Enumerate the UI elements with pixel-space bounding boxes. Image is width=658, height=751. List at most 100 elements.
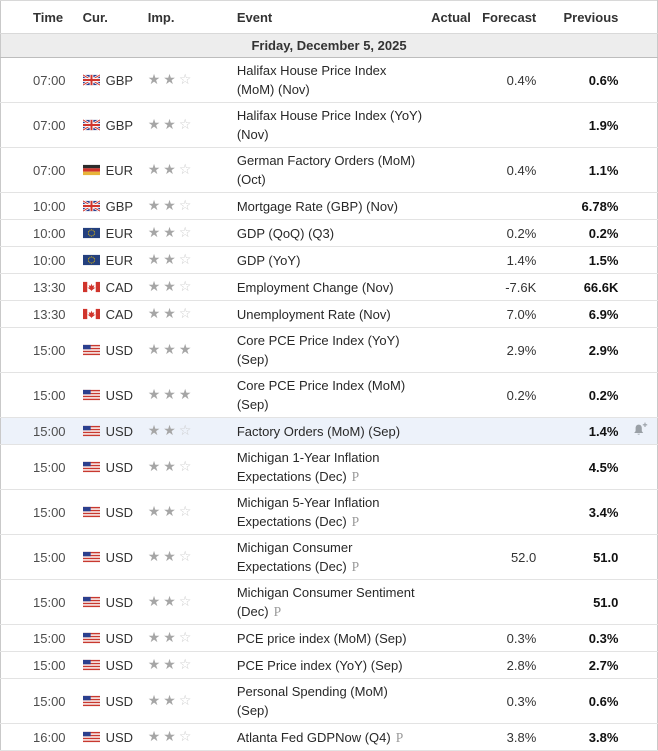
currency-code: CAD: [105, 279, 134, 295]
event-link[interactable]: PCE price index (MoM) (Sep): [236, 630, 407, 646]
event-time: 15:00: [0, 417, 79, 445]
event-link[interactable]: Unemployment Rate (Nov): [236, 306, 391, 322]
previous-value: 0.2%: [541, 372, 624, 418]
importance-cell: ★ ★ ☆: [145, 273, 236, 301]
table-row[interactable]: 15:00 USD ★ ★ ★ Core PCE Price Index (MoM)…: [0, 372, 658, 418]
actual-value: [431, 579, 472, 625]
table-row[interactable]: 10:00 EUR ★ ★ ☆ GDP (QoQ) (Q3) 0.2% 0.2%: [0, 219, 658, 247]
event-link[interactable]: Personal Spending (MoM) (Sep): [236, 684, 388, 718]
event-cell: Michigan Consumer Sentiment (Dec) P: [235, 579, 432, 625]
event-link[interactable]: GDP (QoQ) (Q3): [236, 225, 335, 241]
importance-stars: ★ ★ ☆: [148, 630, 195, 646]
event-cell: Atlanta Fed GDPNow (Q4) P: [235, 723, 432, 751]
forecast-value: [471, 102, 542, 148]
actual-value: [431, 300, 472, 328]
importance-stars: ★ ★ ☆: [147, 198, 195, 214]
actual-value: [431, 678, 472, 724]
event-link[interactable]: Michigan Consumer Sentiment (Dec): [236, 585, 415, 619]
star-filled-icon: ★: [163, 387, 176, 403]
star-filled-icon: ★: [147, 198, 161, 214]
flag-us-icon: [82, 659, 100, 671]
previous-value: 2.7%: [541, 651, 624, 679]
table-row[interactable]: 15:00 USD ★ ★ ☆ PCE Price index (YoY) (Sep…: [0, 651, 658, 679]
star-empty-icon: ☆: [178, 306, 192, 322]
star-filled-icon: ★: [147, 549, 161, 565]
star-filled-icon: ★: [163, 225, 176, 241]
forecast-value: 0.2%: [471, 219, 542, 247]
event-time: 15:00: [0, 327, 79, 373]
previous-value: 1.1%: [541, 147, 624, 193]
col-header-actual: Actual: [431, 10, 471, 25]
alert-cell: [623, 444, 658, 490]
previous-value: 2.9%: [541, 327, 624, 373]
table-row[interactable]: 15:00 USD ★ ★ ☆ Michigan 1-Year Inflation …: [0, 444, 658, 490]
actual-value: [431, 273, 472, 301]
star-filled-icon: ★: [147, 252, 161, 268]
table-row[interactable]: 07:00 GBP ★ ★ ☆ Halifax House Price Index …: [0, 102, 658, 148]
star-empty-icon: ☆: [178, 423, 192, 439]
event-link[interactable]: German Factory Orders (MoM) (Oct): [236, 153, 416, 187]
table-row[interactable]: 15:00 USD ★ ★ ☆ Michigan 5-Year Inflation …: [0, 489, 658, 535]
forecast-value: [471, 579, 542, 625]
event-cell: Michigan 1-Year Inflation Expectations (…: [235, 444, 432, 490]
currency-cell: USD: [78, 444, 146, 490]
table-row[interactable]: 15:00 USD ★ ★ ☆ Michigan Consumer Expectat…: [0, 534, 658, 580]
forecast-value: [471, 192, 542, 220]
event-link[interactable]: Core PCE Price Index (YoY) (Sep): [236, 333, 400, 367]
event-cell: Unemployment Rate (Nov): [235, 300, 432, 328]
flag-ca-icon: [82, 281, 100, 293]
event-cell: Halifax House Price Index (YoY) (Nov): [235, 102, 432, 148]
star-filled-icon: ★: [178, 342, 192, 358]
actual-value: [431, 219, 472, 247]
event-link[interactable]: Halifax House Price Index (MoM) (Nov): [236, 63, 387, 97]
event-link[interactable]: Atlanta Fed GDPNow (Q4): [236, 729, 391, 745]
event-link[interactable]: PCE Price index (YoY) (Sep): [236, 657, 403, 673]
star-empty-icon: ☆: [178, 729, 192, 745]
event-link[interactable]: Employment Change (Nov): [236, 279, 394, 295]
star-filled-icon: ★: [147, 279, 161, 295]
event-link[interactable]: GDP (YoY): [236, 252, 301, 268]
event-link[interactable]: Michigan 1-Year Inflation Expectations (…: [236, 450, 380, 484]
forecast-value: 1.4%: [471, 246, 542, 274]
table-row[interactable]: 15:00 USD ★ ★ ☆ PCE price index (MoM) (Sep…: [0, 624, 658, 652]
star-empty-icon: ☆: [178, 252, 192, 268]
table-row[interactable]: 13:30 CAD ★ ★ ☆ Unemployment Rate (Nov) 7.…: [0, 300, 658, 328]
event-link[interactable]: Michigan Consumer Expectations (Dec): [236, 540, 353, 574]
currency-code: EUR: [105, 162, 134, 178]
alert-cell: [623, 219, 658, 247]
table-row[interactable]: 10:00 GBP ★ ★ ☆ Mortgage Rate (GBP) (Nov) …: [0, 192, 658, 220]
table-row[interactable]: 07:00 GBP ★ ★ ☆ Halifax House Price Index …: [0, 57, 658, 103]
event-link[interactable]: Halifax House Price Index (YoY) (Nov): [236, 108, 423, 142]
star-filled-icon: ★: [163, 279, 176, 295]
table-row[interactable]: 13:30 CAD ★ ★ ☆ Employment Change (Nov) -7…: [0, 273, 658, 301]
star-filled-icon: ★: [163, 423, 176, 439]
table-row[interactable]: 16:00 USD ★ ★ ☆ Atlanta Fed GDPNow (Q4) P 3…: [0, 723, 658, 751]
event-link[interactable]: Factory Orders (MoM) (Sep): [236, 423, 401, 439]
star-empty-icon: ☆: [178, 594, 192, 610]
table-row[interactable]: 10:00 EUR ★ ★ ☆ GDP (YoY) 1.4% 1.5%: [0, 246, 658, 274]
table-row[interactable]: 15:00 USD ★ ★ ★ Core PCE Price Index (YoY)…: [0, 327, 658, 373]
importance-stars: ★ ★ ★: [148, 342, 195, 358]
event-link[interactable]: Michigan 5-Year Inflation Expectations (…: [236, 495, 380, 529]
table-row[interactable]: 15:00 USD ★ ★ ☆ Personal Spending (MoM) (S…: [0, 678, 658, 724]
forecast-value: [471, 444, 542, 490]
currency-cell: USD: [78, 372, 146, 418]
importance-stars: ★ ★ ☆: [148, 423, 195, 439]
table-row[interactable]: 07:00 EUR ★ ★ ☆ German Factory Orders (MoM…: [0, 147, 658, 193]
event-link[interactable]: Core PCE Price Index (MoM) (Sep): [236, 378, 406, 412]
bell-plus-icon[interactable]: [632, 422, 648, 436]
table-row[interactable]: 15:00 USD ★ ★ ☆ Michigan Consumer Sentimen…: [0, 579, 658, 625]
event-link[interactable]: Mortgage Rate (GBP) (Nov): [236, 198, 398, 214]
currency-cell: GBP: [78, 192, 146, 220]
currency-code: USD: [105, 594, 134, 610]
star-filled-icon: ★: [147, 72, 161, 88]
alert-cell: [623, 723, 658, 751]
importance-cell: ★ ★ ★: [145, 372, 236, 418]
event-cell: PCE Price index (YoY) (Sep): [235, 651, 432, 679]
importance-cell: ★ ★ ☆: [145, 102, 236, 148]
star-filled-icon: ★: [147, 117, 161, 133]
flag-us-icon: [82, 596, 100, 608]
alert-cell: [623, 57, 658, 103]
table-row[interactable]: 15:00 USD ★ ★ ☆ Factory Orders (MoM) (Sep)…: [0, 417, 658, 445]
